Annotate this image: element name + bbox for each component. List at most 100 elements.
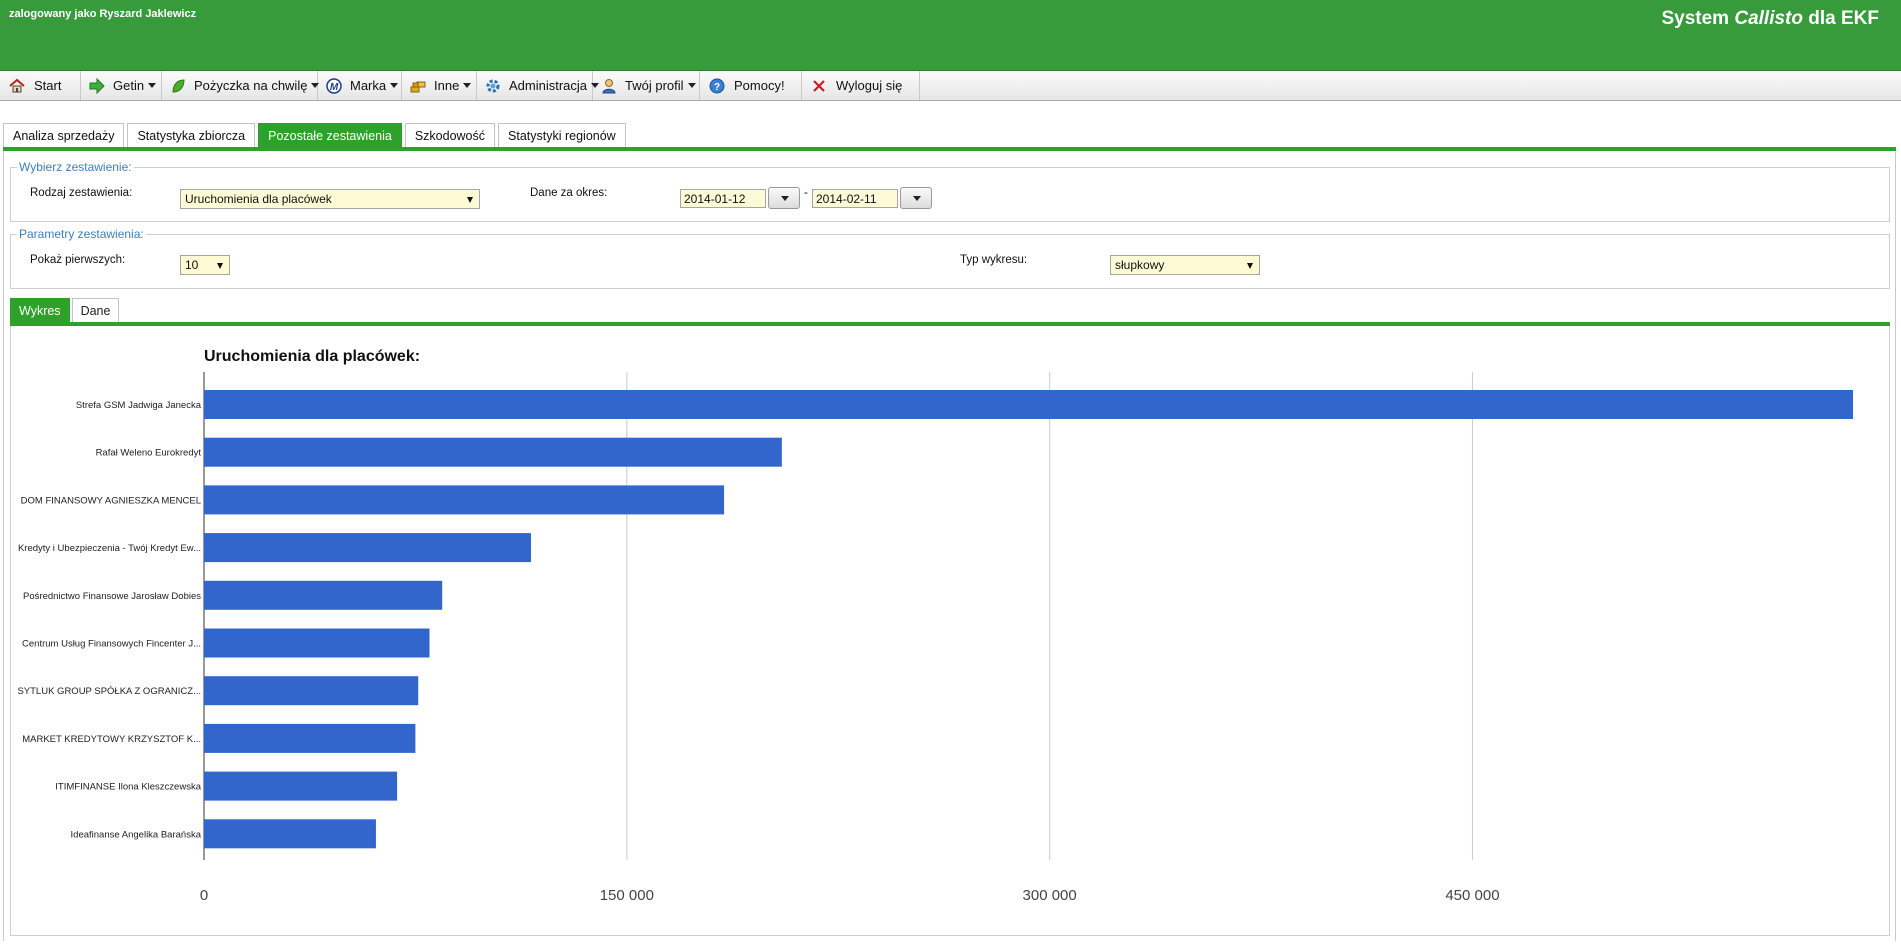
help-icon: ? [708,77,726,95]
chevron-down-icon [390,83,399,88]
chevron-down-icon [311,83,320,88]
menu-wyloguj-label: Wyloguj się [836,78,903,93]
menu-pomocy-label: Pomocy! [734,78,785,93]
y-category-label: Pośrednictwo Finansowe Jarosław Dobies [23,591,201,602]
main-menu-bar: Start Getin Pożyczka na chwilę M Marka I… [0,71,1901,101]
x-tick-label: 450 000 [1445,887,1499,904]
y-category-label: Centrum Usług Finansowych Fincenter J... [22,639,201,650]
y-category-label: Strefa GSM Jadwiga Janecka [76,400,202,411]
system-title: System Callisto dla EKF [1661,8,1879,30]
menu-start-label: Start [34,78,62,93]
y-category-label: ITIMFINANSE Ilona Kleszczewska [55,782,201,793]
menu-administracja[interactable]: Administracja [477,71,600,100]
y-category-label: Ideafinanse Angelika Barańska [71,829,202,840]
date-to-picker-button[interactable] [900,187,932,209]
fieldset-parametry-legend: Parametry zestawienia: [19,227,144,241]
logged-user-text: zalogowany jako Ryszard Jaklewicz [9,8,197,20]
leaf-icon [170,77,186,95]
x-tick-label: 150 000 [600,887,654,904]
date-separator: - [804,187,808,199]
app-header: zalogowany jako Ryszard Jaklewicz System… [0,0,1901,71]
rodzaj-select-value: Uruchomienia dla placówek [185,192,332,206]
system-title-suffix: dla EKF [1802,8,1879,29]
y-category-label: Kredyty i Ubezpieczenia - Twój Kredyt Ew… [18,543,201,554]
chevron-down-icon [781,196,789,201]
menu-administracja-label: Administracja [509,78,588,93]
typ-select-value: słupkowy [1115,258,1165,272]
tab-panel [3,151,1896,941]
user-icon [601,77,617,95]
menu-wyloguj[interactable]: Wyloguj się [802,71,920,100]
x-tick-label: 0 [200,887,208,904]
coins-icon [410,77,426,95]
menu-profil-label: Twój profil [625,78,684,93]
bar[interactable] [204,771,398,801]
bar[interactable] [204,485,725,515]
fieldset-parametry: Parametry zestawienia: [10,227,1890,289]
bar[interactable] [204,390,1853,419]
tab-statystyka-zbiorcza[interactable]: Statystyka zbiorcza [127,123,256,148]
bar[interactable] [204,676,419,706]
home-icon [8,77,26,95]
menu-getin-label: Getin [113,78,145,93]
y-category-label: DOM FINANSOWY AGNIESZKA MENCEL [21,495,201,506]
pokaz-select[interactable]: 10 [180,255,230,275]
menu-inne-label: Inne [434,78,460,93]
chevron-down-icon [463,83,472,88]
y-category-label: MARKET KREDYTOWY KRZYSZTOF K... [22,734,201,745]
date-to-input[interactable]: 2014-02-11 [812,189,898,208]
system-title-brand: Callisto [1734,8,1803,29]
pokaz-label: Pokaż pierwszych: [30,254,126,266]
tab-szkodowosc[interactable]: Szkodowość [404,123,496,148]
marka-logo-icon: M [326,77,342,95]
bar[interactable] [204,723,416,753]
report-tabs: Analiza sprzedaży Statystyka zbiorcza Po… [3,123,626,148]
typ-label: Typ wykresu: [960,254,1028,266]
menu-profil[interactable]: Twój profil [593,71,700,100]
bar-chart: Uruchomienia dla placówek: Strefa GSM Ja… [17,348,1853,904]
tab-underline [3,147,1896,151]
chevron-down-icon [217,263,223,269]
chevron-down-icon [467,197,473,203]
menu-pozyczka[interactable]: Pożyczka na chwilę [162,71,320,100]
gear-icon [485,77,501,95]
menu-getin[interactable]: Getin [81,71,162,100]
menu-inne[interactable]: Inne [402,71,477,100]
svg-text:M: M [330,82,339,93]
tab-wykres[interactable]: Wykres [10,298,70,322]
tab-dane[interactable]: Dane [71,298,120,322]
rodzaj-label: Rodzaj zestawienia: [30,187,133,199]
menu-marka-label: Marka [350,78,387,93]
fieldset-wybierz-legend: Wybierz zestawienie: [19,160,132,174]
tab-statystyki-regionow[interactable]: Statystyki regionów [498,123,626,148]
chevron-down-icon [1247,263,1253,269]
menu-pomocy[interactable]: ? Pomocy! [700,71,802,100]
rodzaj-select[interactable]: Uruchomienia dla placówek [180,189,480,209]
okres-label: Dane za okres: [530,187,608,199]
menu-marka[interactable]: M Marka [318,71,402,100]
tab-analiza-sprzedazy[interactable]: Analiza sprzedaży [3,123,125,148]
menu-start[interactable]: Start [0,71,81,100]
chevron-down-icon [913,196,921,201]
pokaz-select-value: 10 [185,258,199,272]
x-tick-label: 300 000 [1023,887,1077,904]
bar[interactable] [204,819,376,849]
bar[interactable] [204,533,531,563]
y-category-label: SYTLUK GROUP SPÓŁKA Z OGRANICZ... [17,686,201,697]
fieldset-wybierz: Wybierz zestawienie: [10,160,1890,222]
date-from-input[interactable]: 2014-01-12 [680,189,766,208]
bar[interactable] [204,580,443,610]
chart-title: Uruchomienia dla placówek: [204,348,420,365]
chart-container: Uruchomienia dla placówek: Strefa GSM Ja… [10,326,1890,936]
bar[interactable] [204,437,782,467]
date-from-picker-button[interactable] [768,187,800,209]
typ-select[interactable]: słupkowy [1110,255,1260,275]
menu-pozyczka-label: Pożyczka na chwilę [194,78,308,93]
chevron-down-icon [591,83,600,88]
y-category-label: Rafał Weleno Eurokredyt [96,448,202,459]
view-tabs: Wykres Dane [10,298,120,322]
view-tab-underline [10,322,1890,326]
bar[interactable] [204,628,430,658]
chevron-down-icon [687,83,696,88]
tab-pozostale-zestawienia[interactable]: Pozostałe zestawienia [258,123,402,148]
